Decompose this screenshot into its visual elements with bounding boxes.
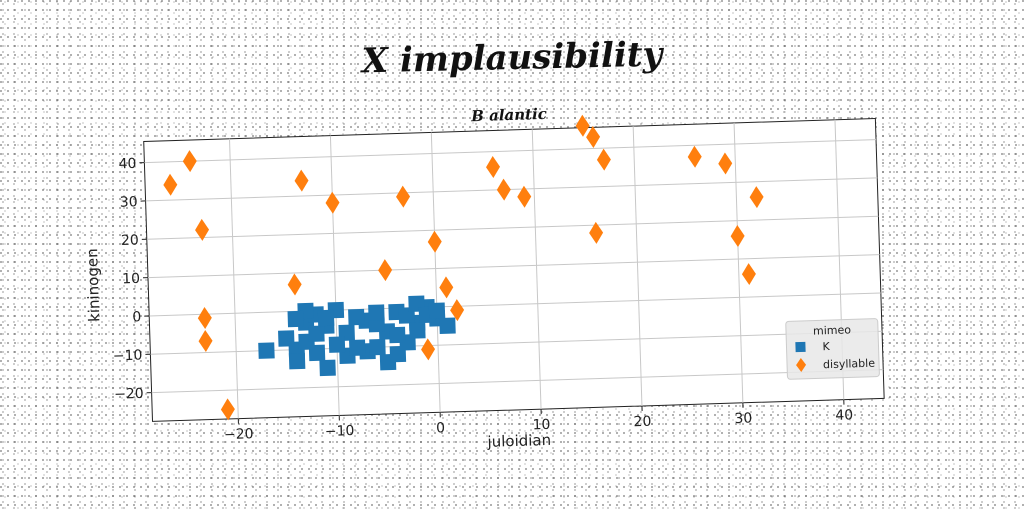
x-tick-label: 0 xyxy=(436,420,445,436)
point-disyllable xyxy=(589,221,604,244)
x-tick-label: 40 xyxy=(835,407,853,424)
point-disyllable xyxy=(486,155,501,178)
x-tick-label: 30 xyxy=(734,411,752,428)
point-k xyxy=(328,336,346,353)
point-k xyxy=(308,325,325,342)
point-disyllable xyxy=(517,185,532,208)
point-disyllable xyxy=(294,169,309,192)
x-grid-line xyxy=(733,122,744,403)
point-k xyxy=(409,322,426,339)
point-disyllable xyxy=(741,263,756,286)
point-k xyxy=(287,310,305,328)
point-k xyxy=(428,302,446,319)
point-k xyxy=(369,338,386,356)
data-points xyxy=(163,114,764,421)
y-grid-line xyxy=(144,139,877,164)
point-k xyxy=(368,304,385,321)
point-disyllable xyxy=(439,276,454,299)
y-grid-line xyxy=(147,254,880,279)
legend-box xyxy=(785,318,880,380)
point-k xyxy=(348,308,365,326)
plot-area xyxy=(143,117,885,422)
point-k xyxy=(319,359,336,377)
point-disyllable xyxy=(325,191,340,214)
point-k xyxy=(258,342,275,359)
y-grid-line xyxy=(145,177,878,202)
y-grid-line xyxy=(151,369,884,394)
point-disyllable xyxy=(749,186,764,209)
axis-ticks: −20 −10 0 10 20 30 40 −20 −10 0 10 20 30 40 xyxy=(113,156,854,443)
point-disyllable xyxy=(182,150,197,173)
legend-swatch-k xyxy=(795,341,806,353)
point-disyllable xyxy=(718,152,733,175)
x-grid-line xyxy=(329,135,340,416)
point-k xyxy=(349,339,366,357)
x-axis-label: juloidian xyxy=(486,431,551,451)
point-disyllable xyxy=(687,145,702,168)
point-disyllable xyxy=(378,259,393,282)
x-tick-label: −10 xyxy=(325,423,355,440)
point-disyllable xyxy=(198,330,213,353)
point-disyllable xyxy=(496,178,511,201)
legend-label-disyllable: disyllable xyxy=(823,357,876,372)
point-k xyxy=(278,330,295,347)
point-disyllable xyxy=(575,114,590,137)
point-disyllable xyxy=(421,338,436,361)
point-k xyxy=(288,352,306,370)
x-tick-label: 10 xyxy=(532,417,550,434)
x-grid-line xyxy=(228,138,239,419)
y-tick-label: −20 xyxy=(114,386,144,403)
point-k xyxy=(439,317,456,334)
point-disyllable xyxy=(197,307,212,330)
y-tick-label: 10 xyxy=(122,271,140,288)
x-tick-label: 20 xyxy=(633,414,651,431)
point-k xyxy=(317,309,335,327)
grid xyxy=(144,119,884,419)
y-grid-line xyxy=(146,215,879,240)
point-disyllable xyxy=(730,225,745,248)
y-tick-label: 20 xyxy=(121,233,139,250)
point-disyllable xyxy=(586,125,601,148)
point-disyllable xyxy=(195,218,210,241)
point-disyllable xyxy=(596,148,611,171)
point-disyllable xyxy=(427,230,442,253)
y-tick-label: 40 xyxy=(118,156,136,173)
point-disyllable xyxy=(163,173,178,196)
y-axis-label: kininogen xyxy=(83,248,103,322)
chart-subtitle: B alantic xyxy=(470,105,547,125)
x-grid-line xyxy=(531,129,542,410)
point-disyllable xyxy=(396,185,411,208)
point-disyllable xyxy=(287,273,302,296)
y-tick-label: −10 xyxy=(113,348,143,365)
x-grid-line xyxy=(430,132,441,413)
y-tick-label: 0 xyxy=(132,309,141,325)
y-tick-label: 30 xyxy=(120,194,138,211)
point-disyllable xyxy=(450,299,465,322)
point-k xyxy=(389,326,406,344)
x-grid-line xyxy=(632,126,643,406)
legend: mimeo K disyllable xyxy=(785,318,880,380)
legend-swatch-disyllable xyxy=(796,357,807,372)
x-tick-label: −20 xyxy=(224,426,254,443)
legend-title: mimeo xyxy=(813,323,852,337)
point-disyllable xyxy=(220,398,235,421)
y-grid-line xyxy=(149,292,881,317)
legend-label-k: K xyxy=(822,340,830,353)
